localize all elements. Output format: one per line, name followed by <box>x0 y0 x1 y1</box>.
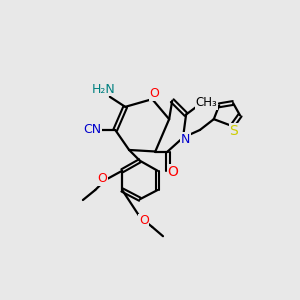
Text: N: N <box>181 133 190 146</box>
Text: CN: CN <box>83 123 101 136</box>
Text: O: O <box>168 164 178 178</box>
Text: O: O <box>97 172 107 185</box>
Text: O: O <box>150 87 160 100</box>
Text: S: S <box>230 124 238 138</box>
Text: O: O <box>139 214 149 227</box>
Text: CH₃: CH₃ <box>195 97 217 110</box>
Text: H₂N: H₂N <box>92 82 116 96</box>
